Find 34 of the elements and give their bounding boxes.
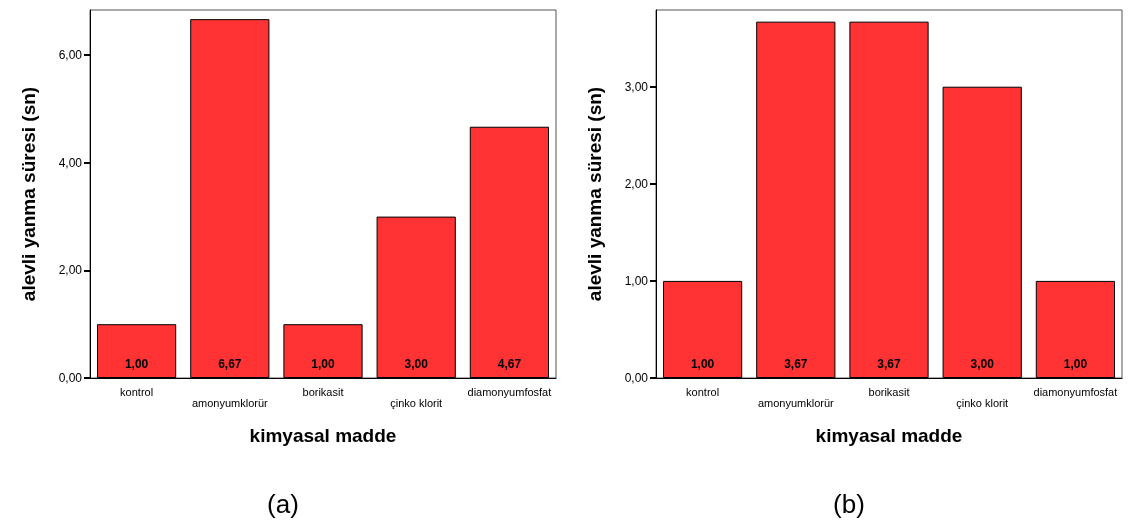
y-tick-label: 2,00 [624,176,649,191]
data-label: 3,00 [970,357,995,371]
text: (b) [833,489,865,519]
x-tick-label: amonyumklorür [191,396,269,409]
y-tick-label: 6,00 [58,48,83,63]
data-label: 1,00 [690,357,715,371]
x-tick-label: borikasit [868,385,910,398]
x-tick-label: borikasit [302,385,344,398]
data-label: 4,67 [497,357,522,371]
x-tick-label: çinko klorit [956,396,1009,409]
y-tick-label: 2,00 [58,263,83,278]
data-label: 6,67 [218,357,242,371]
y-axis-title: alevli yanma süresi (sn) [584,86,605,302]
x-axis-title: kimyasal madde [249,425,397,446]
x-tick-label: amonyumklorür [757,396,835,409]
x-tick-label: kontrol [120,385,154,398]
x-tick-label: kontrol [686,385,720,398]
data-label: 1,00 [124,357,149,371]
text: (a) [267,489,299,519]
x-tick-label: diamonyumfosfat [467,385,552,398]
data-label: 3,67 [784,357,808,371]
data-label: 3,67 [877,357,901,371]
data-label: 1,00 [1063,357,1088,371]
y-tick-label: 4,00 [58,155,83,170]
y-tick-label: 1,00 [624,273,649,288]
y-tick-label: 0,00 [624,371,649,385]
x-tick-label: diamonyumfosfat [1033,385,1118,398]
x-tick-label: çinko klorit [390,396,443,409]
y-tick-label: 0,00 [58,371,83,385]
data-label: 1,00 [311,357,335,371]
data-label: 3,00 [404,357,429,371]
y-axis-title: alevli yanma süresi (sn) [18,86,39,302]
y-tick-label: 3,00 [624,79,649,94]
x-axis-title: kimyasal madde [815,425,963,446]
